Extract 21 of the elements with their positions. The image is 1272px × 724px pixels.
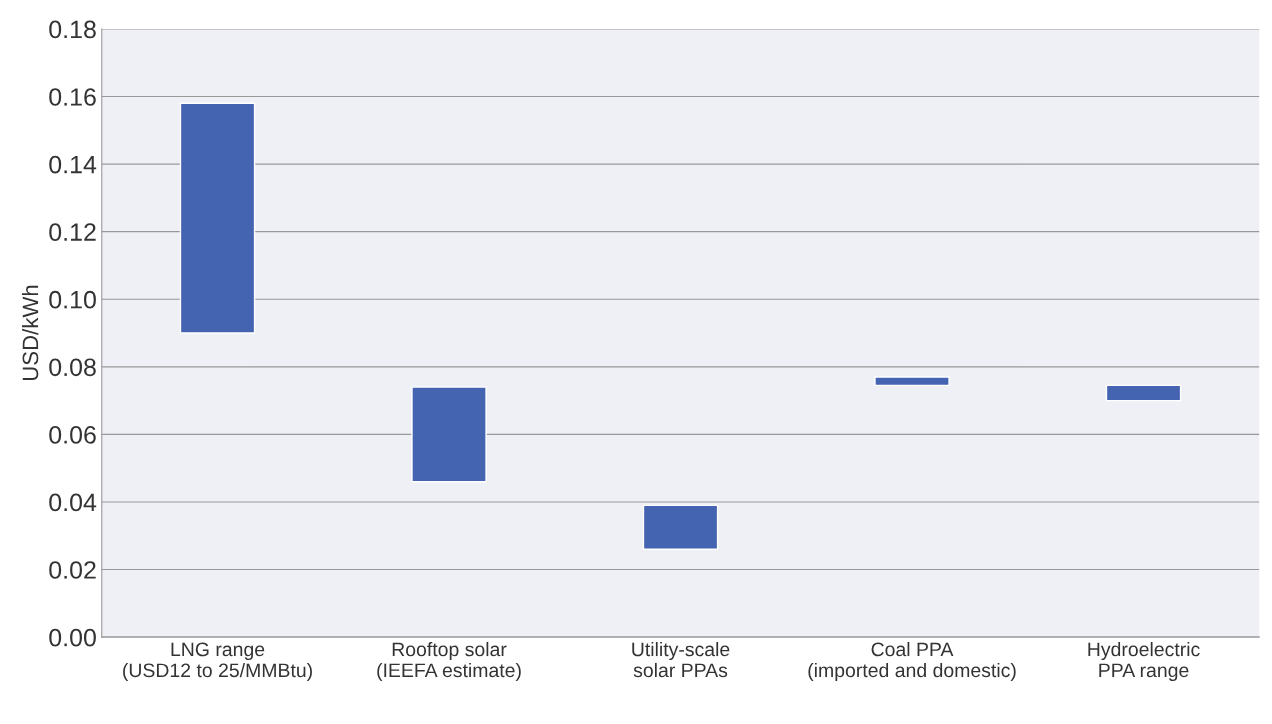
y-tick-label: 0.16: [49, 88, 96, 106]
y-tick-label: 0.14: [49, 155, 97, 174]
bar: [1105, 384, 1182, 402]
bar: [179, 102, 256, 334]
y-tick-label: 0.04: [49, 493, 97, 512]
y-axis-title: USD/kWh: [21, 285, 39, 381]
y-tick-label: 0.08: [49, 358, 96, 377]
y-tick-label: 0.12: [49, 223, 96, 241]
y-tick-label: 0.10: [49, 290, 96, 309]
x-tick-label: Rooftop solar (IEEFA estimate): [377, 641, 521, 682]
y-tick-label: 0.06: [49, 426, 96, 444]
x-tick-label: LNG range (USD12 to 25/MMBtu): [123, 642, 312, 682]
bar: [874, 376, 950, 387]
y-tick-label: 0.00: [49, 628, 96, 647]
y-tick-label: 0.02: [49, 561, 96, 579]
bar: [642, 504, 719, 550]
x-tick-label: Utility-scale solar PPAs: [632, 641, 730, 678]
x-tick-label: Coal PPA (imported and domestic): [808, 641, 1016, 682]
x-tick-label: Hydroelectric PPA range: [1088, 641, 1200, 682]
bar: [411, 386, 487, 483]
y-tick-label: 0.18: [49, 20, 96, 39]
